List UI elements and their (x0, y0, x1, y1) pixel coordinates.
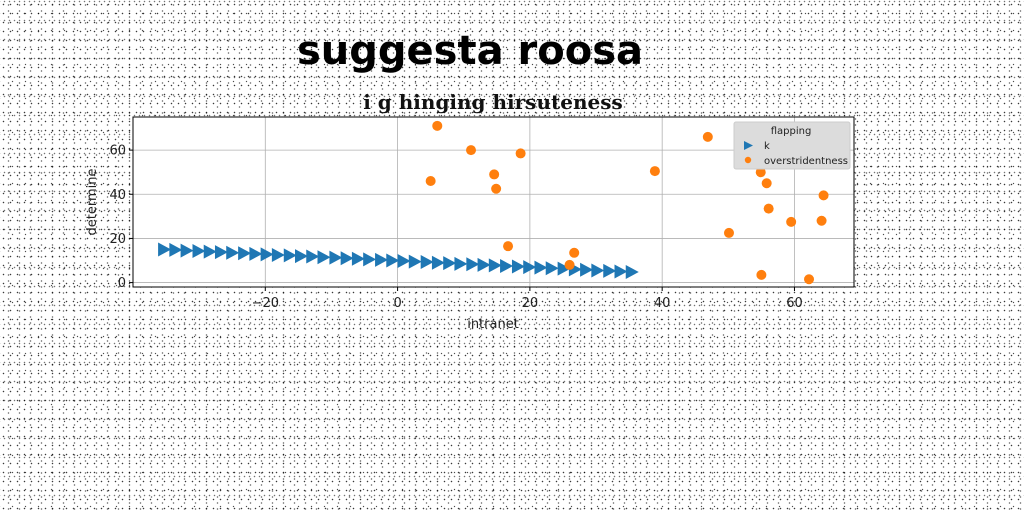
data-point-k (158, 242, 172, 257)
legend-entry-overstridentness: overstridentness (764, 156, 848, 167)
data-point-k (169, 242, 183, 257)
data-point-overstridentness (761, 178, 772, 189)
y-axis-label: determine (85, 169, 100, 236)
legend-box (733, 121, 851, 170)
data-point-k (534, 260, 548, 275)
data-point-k (466, 257, 480, 272)
data-point-overstridentness (818, 190, 829, 201)
data-point-k (477, 257, 491, 272)
data-point-k (295, 249, 309, 264)
data-point-k (260, 247, 274, 262)
data-point-k (511, 259, 525, 274)
legend-title: flapping (771, 126, 812, 137)
x-tick-label: 40 (654, 296, 671, 311)
data-point-overstridentness (466, 145, 477, 156)
data-point-k (523, 260, 537, 275)
data-point-overstridentness (756, 269, 767, 280)
series-layer (158, 120, 829, 285)
data-point-k (192, 244, 206, 259)
x-tick-label: 60 (786, 296, 803, 311)
data-point-overstridentness (425, 176, 436, 187)
data-point-k (580, 262, 594, 277)
page-headline: suggesta roosa (297, 28, 643, 74)
data-point-overstridentness (723, 227, 734, 238)
data-point-k (375, 252, 389, 267)
data-point-overstridentness (702, 131, 713, 142)
series-k (158, 242, 639, 279)
plot-frame (132, 116, 855, 288)
legend-entry-k: k (764, 141, 770, 152)
data-point-k (420, 255, 434, 270)
data-point-k (306, 249, 320, 264)
data-point-overstridentness (786, 216, 797, 227)
series-overstridentness (425, 120, 829, 285)
data-point-k (283, 248, 297, 263)
data-point-k (226, 245, 240, 260)
data-point-k (431, 255, 445, 270)
y-tick-label: 40 (109, 188, 126, 203)
data-point-k (363, 252, 377, 267)
data-point-k (351, 251, 365, 266)
data-point-overstridentness (489, 169, 500, 180)
x-tick-label: −20 (252, 296, 279, 311)
data-point-overstridentness (564, 259, 575, 270)
data-point-overstridentness (804, 274, 815, 285)
legend-marker-k (744, 141, 753, 150)
data-point-overstridentness (816, 215, 827, 226)
x-tick-label: 0 (393, 296, 401, 311)
data-point-overstridentness (515, 148, 526, 159)
data-point-k (271, 247, 285, 262)
data-point-k (386, 253, 400, 268)
x-axis-ticks: −20 0 20 40 60 (252, 287, 803, 311)
data-point-overstridentness (649, 166, 660, 177)
data-point-k (545, 261, 559, 276)
data-point-k (203, 244, 217, 259)
data-point-overstridentness (755, 167, 766, 178)
data-point-k (500, 259, 514, 274)
data-point-k (454, 256, 468, 271)
data-point-k (214, 245, 228, 260)
data-point-k (614, 264, 628, 279)
y-tick-label: 0 (118, 276, 126, 291)
y-tick-label: 20 (109, 232, 126, 247)
y-tick-label: 60 (109, 144, 126, 159)
data-point-k (180, 243, 194, 258)
data-point-k (488, 258, 502, 273)
data-point-overstridentness (569, 247, 580, 258)
data-point-overstridentness (763, 203, 774, 214)
data-point-k (397, 253, 411, 268)
x-tick-label: 20 (522, 296, 539, 311)
legend: flapping k overstridentness (733, 121, 851, 170)
y-axis-ticks: 0 20 40 60 (109, 144, 133, 291)
data-point-k (443, 256, 457, 271)
data-point-k (591, 263, 605, 278)
data-point-k (557, 261, 571, 276)
data-point-k (408, 254, 422, 269)
data-point-k (329, 250, 343, 265)
data-point-k (340, 251, 354, 266)
data-point-overstridentness (491, 183, 502, 194)
data-point-k (238, 246, 252, 261)
x-axis-label: intranet (467, 317, 519, 332)
data-point-k (625, 264, 639, 279)
data-point-k (317, 250, 331, 265)
data-point-overstridentness (503, 241, 514, 252)
data-point-overstridentness (432, 120, 443, 131)
chart-title: i g hinging hirsuteness (363, 90, 622, 114)
legend-marker-overstridentness (744, 156, 752, 164)
data-point-k (603, 263, 617, 278)
data-point-k (249, 246, 263, 261)
